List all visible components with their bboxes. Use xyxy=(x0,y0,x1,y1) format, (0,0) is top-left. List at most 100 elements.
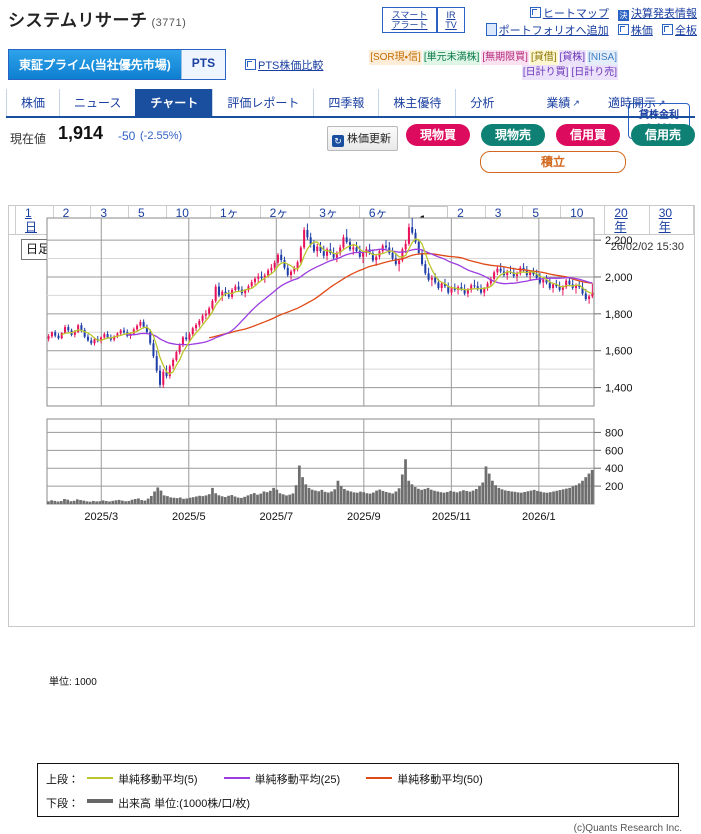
tab-bunseki-label: 分析 xyxy=(470,96,495,110)
period-label: 20年 xyxy=(614,205,628,234)
link-earnings-label: 決算発表情報 xyxy=(631,8,697,20)
badge-kashikabu: [貸株] xyxy=(558,50,587,65)
company-name: システムリサーチ xyxy=(8,11,148,30)
legend-volume-swatch xyxy=(87,799,114,803)
market-tab-pts-label: PTS xyxy=(191,56,216,70)
link-stock-price-label: 株価 xyxy=(630,25,653,37)
svg-text:600: 600 xyxy=(605,445,623,457)
page-title: システムリサーチ (3771) xyxy=(8,6,186,31)
period-label: 1日 xyxy=(25,205,38,234)
window-icon xyxy=(245,59,256,70)
buy-margin-button[interactable]: 信用買 xyxy=(556,124,620,146)
period-label: 30年 xyxy=(658,205,673,234)
refresh-price-label: 株価更新 xyxy=(347,133,391,145)
window-icon xyxy=(662,24,673,35)
tab-shikiho[interactable]: 四季報 xyxy=(313,89,378,116)
market-badges-row2: [日計り買] [日計り売] xyxy=(338,65,618,80)
tab-report[interactable]: 評価レポート xyxy=(212,89,313,116)
badge-taishaku: [貸借] xyxy=(529,50,558,65)
tab-chart[interactable]: チャート xyxy=(135,89,213,116)
lending-rate-title: 貸株金利 xyxy=(639,110,679,121)
svg-text:1,400: 1,400 xyxy=(605,383,633,395)
chart-panel: 1日2日3日5日10日1ヶ月2ヶ月3ヶ月6ヶ月1年2年3年5年10年20年30年… xyxy=(8,205,695,834)
tab-tekiji[interactable]: 適時開示 ↗ xyxy=(594,89,680,116)
window-icon xyxy=(617,24,629,35)
svg-text:200: 200 xyxy=(605,481,623,493)
current-price-value: 1,914 xyxy=(58,123,104,143)
market-row: 東証プライム(当社優先市場) PTS PTS株価比較 [SOR現・信] [単元未満… xyxy=(0,46,701,139)
sell-spot-button[interactable]: 現物売 xyxy=(481,124,545,146)
svg-text:800: 800 xyxy=(605,427,623,439)
tab-kabuka[interactable]: 株価 xyxy=(6,89,59,116)
link-earnings[interactable]: 決決算発表情報 xyxy=(618,8,697,21)
legend-sma5-label: 単純移動平均(5) xyxy=(118,774,198,786)
tab-yutai[interactable]: 株主優待 xyxy=(378,89,455,116)
ir-tv-button[interactable]: IR TV xyxy=(437,7,465,33)
market-tab-prime-label: 東証プライム(当社優先市場) xyxy=(19,58,171,72)
svg-text:2,000: 2,000 xyxy=(605,272,633,284)
current-price-label: 現在値 xyxy=(10,132,47,146)
header-links-row2: ポートフォリオへ追加 株価 全板 xyxy=(485,23,697,40)
svg-text:400: 400 xyxy=(605,463,623,475)
stock-code: (3771) xyxy=(151,17,187,29)
legend-sma5-swatch xyxy=(87,777,114,779)
link-stock-price[interactable]: 株価 xyxy=(617,24,653,37)
legend-sma50: 単純移動平均(50) xyxy=(361,771,483,787)
svg-text:2026/1: 2026/1 xyxy=(522,511,556,523)
market-badges-row1: [SOR現・信] [単元未満株] [無期限買] [貸借] [貸株] [NISA] xyxy=(338,50,618,65)
svg-text:2025/5: 2025/5 xyxy=(172,511,206,523)
link-full-board-label: 全板 xyxy=(675,25,697,37)
price-row: 現在値 1,914 -50 (-2.55%) ↻ 株価更新 現物買 現物売 信用買… xyxy=(0,118,701,180)
tab-yutai-label: 株主優待 xyxy=(393,96,442,110)
market-tab-pts[interactable]: PTS xyxy=(180,50,226,79)
copyright-text: (c)Quants Research Inc. xyxy=(573,823,682,834)
svg-text:1,600: 1,600 xyxy=(605,346,633,358)
smart-alert-button[interactable]: スマート アラート xyxy=(382,7,437,33)
legend-upper-row: 上段： 単純移動平均(5) 単純移動平均(25) 単純移動平均(50) xyxy=(46,771,501,787)
legend-volume: 出来高 単位:(1000株/口/枚) xyxy=(82,795,250,811)
sell-spot-label: 現物売 xyxy=(494,128,531,142)
price-change: -50 xyxy=(118,129,136,143)
legend-lower-label: 下段： xyxy=(46,798,79,810)
tab-gyoseki[interactable]: 業績 ↗ xyxy=(532,89,594,116)
link-add-portfolio[interactable]: ポートフォリオへ追加 xyxy=(485,23,609,37)
legend-sma25-label: 単純移動平均(25) xyxy=(254,774,341,786)
tab-kabuka-label: 株価 xyxy=(21,96,46,110)
header-links: ヒートマップ 決決算発表情報 ポートフォリオへ追加 株価 全板 xyxy=(485,6,697,40)
ir-tv-line2: TV xyxy=(445,20,457,30)
tab-bunseki[interactable]: 分析 xyxy=(455,89,508,116)
market-badges: [SOR現・信] [単元未満株] [無期限買] [貸借] [貸株] [NISA] [日計り… xyxy=(338,50,618,80)
tab-news[interactable]: ニュース xyxy=(59,89,135,116)
tab-tekiji-label: 適時開示 xyxy=(607,96,656,110)
buy-spot-button[interactable]: 現物買 xyxy=(406,124,470,146)
pts-compare-link-wrap: PTS株価比較 xyxy=(245,57,323,73)
header-links-row1: ヒートマップ 決決算発表情報 xyxy=(486,6,697,23)
external-link-icon: ↗ xyxy=(572,98,580,108)
legend-upper-label: 上段： xyxy=(46,774,79,786)
badge-day-trade-sell: [日計り売] xyxy=(570,65,618,80)
chart-plot-area: 2,200 2,000 1,800 1,600 1,400 800 600 400 200 202… xyxy=(19,214,684,534)
link-heatmap[interactable]: ヒートマップ xyxy=(529,7,609,20)
price-volume-chart: 2,200 2,000 1,800 1,600 1,400 800 600 400 200 202… xyxy=(46,217,633,523)
svg-text:2025/3: 2025/3 xyxy=(84,511,118,523)
period-16[interactable]: 30年 xyxy=(650,205,694,234)
buy-margin-label: 信用買 xyxy=(569,128,606,142)
legend-lower-row: 下段： 出来高 単位:(1000株/口/枚) xyxy=(46,795,268,811)
refresh-price-button[interactable]: ↻ 株価更新 xyxy=(327,126,398,151)
chart-timestamp: 26/02/02 15:30 xyxy=(610,241,684,253)
legend-sma25: 単純移動平均(25) xyxy=(219,771,341,787)
badge-unlimited-buy: [無期限買] xyxy=(481,50,529,65)
svg-text:1,800: 1,800 xyxy=(605,309,633,321)
pts-compare-link[interactable]: PTS株価比較 xyxy=(245,59,323,72)
link-add-portfolio-label: ポートフォリオへ追加 xyxy=(498,25,609,37)
badge-day-trade-buy: [日計り買] xyxy=(521,65,570,80)
market-tab-prime[interactable]: 東証プライム(当社優先市場) xyxy=(9,50,181,79)
svg-text:2025/9: 2025/9 xyxy=(347,511,381,523)
tab-shikiho-label: 四季報 xyxy=(328,96,365,110)
accumulation-button[interactable]: 積立 xyxy=(480,151,626,173)
period-15[interactable]: 20年 xyxy=(605,205,650,234)
calendar-icon: 決 xyxy=(618,10,629,21)
legend-volume-label: 出来高 単位:(1000株/口/枚) xyxy=(118,798,251,810)
link-full-board[interactable]: 全板 xyxy=(662,24,697,37)
sell-margin-button[interactable]: 信用売 xyxy=(631,124,695,146)
